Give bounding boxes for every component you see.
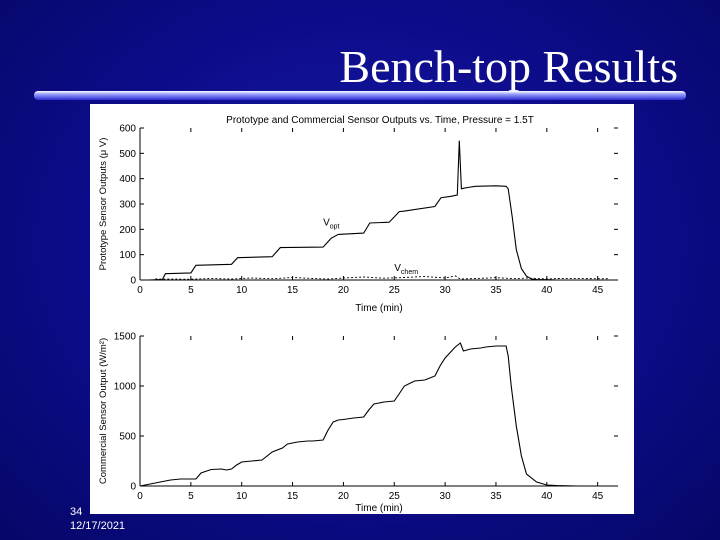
x-tick-label: 15 bbox=[287, 285, 299, 296]
commercial-sensor-chart: 0 5 10 15 20 25 30 35 40 45 0 500 1000 1500 Time (min)… bbox=[98, 332, 618, 514]
y-tick-label: 1000 bbox=[114, 382, 137, 393]
x-tick-label: 20 bbox=[338, 285, 350, 296]
y-tick-label: 200 bbox=[119, 225, 136, 236]
title-underline bbox=[34, 91, 686, 100]
x-tick-label: 5 bbox=[188, 491, 194, 502]
x-tick-label: 15 bbox=[287, 491, 299, 502]
x-tick-label: 45 bbox=[592, 491, 604, 502]
y-axis-label: Prototype Sensor Outputs (μ V) bbox=[98, 138, 109, 271]
x-axis-label: Time (min) bbox=[355, 303, 402, 314]
x-tick-label: 5 bbox=[188, 285, 194, 296]
y-tick-label: 400 bbox=[119, 174, 136, 185]
chart-figure: Prototype and Commercial Sensor Outputs … bbox=[90, 104, 634, 514]
x-axis-label: Time (min) bbox=[355, 503, 402, 514]
prototype-sensor-chart: 0 5 10 15 20 25 30 35 40 45 0 100 200 300 400 500 600 Tim… bbox=[98, 124, 618, 314]
x-tick-label: 0 bbox=[137, 491, 143, 502]
y-axis-label: Commercial Sensor Output (W/m²) bbox=[98, 338, 109, 484]
slide-title: Bench-top Results bbox=[339, 41, 678, 92]
x-tick-label: 0 bbox=[137, 285, 143, 296]
y-tick-label: 300 bbox=[119, 200, 136, 211]
x-tick-label: 35 bbox=[490, 491, 502, 502]
y-tick-label: 0 bbox=[130, 482, 136, 493]
y-tick-label: 600 bbox=[119, 124, 136, 135]
x-tick-label: 10 bbox=[236, 491, 248, 502]
x-tick-label: 45 bbox=[592, 285, 604, 296]
annotation-subscript: chem bbox=[401, 269, 418, 276]
x-tick-label: 20 bbox=[338, 491, 350, 502]
x-tick-label: 25 bbox=[389, 491, 401, 502]
y-tick-label: 100 bbox=[119, 250, 136, 261]
annotation-subscript: opt bbox=[330, 224, 340, 231]
x-tick-label: 40 bbox=[541, 491, 553, 502]
chart-title: Prototype and Commercial Sensor Outputs … bbox=[226, 115, 534, 126]
slide-number: 34 bbox=[70, 506, 83, 518]
y-tick-label: 500 bbox=[119, 149, 136, 160]
series-line-0 bbox=[148, 140, 618, 281]
x-tick-label: 30 bbox=[440, 491, 452, 502]
chart-svg: Prototype and Commercial Sensor Outputs … bbox=[98, 115, 618, 514]
x-tick-label: 40 bbox=[541, 285, 553, 296]
series-annotation: Vopt bbox=[323, 218, 339, 231]
x-tick-label: 35 bbox=[490, 285, 502, 296]
y-tick-label: 500 bbox=[119, 432, 136, 443]
slide-date: 12/17/2021 bbox=[70, 520, 126, 532]
y-tick-label: 0 bbox=[130, 276, 136, 287]
series-line-0 bbox=[139, 342, 578, 487]
series-annotation: Vchem bbox=[394, 263, 418, 276]
y-tick-label: 1500 bbox=[114, 332, 137, 343]
x-tick-label: 25 bbox=[389, 285, 401, 296]
x-tick-label: 10 bbox=[236, 285, 248, 296]
series-line-1 bbox=[155, 275, 608, 280]
x-tick-label: 30 bbox=[440, 285, 452, 296]
